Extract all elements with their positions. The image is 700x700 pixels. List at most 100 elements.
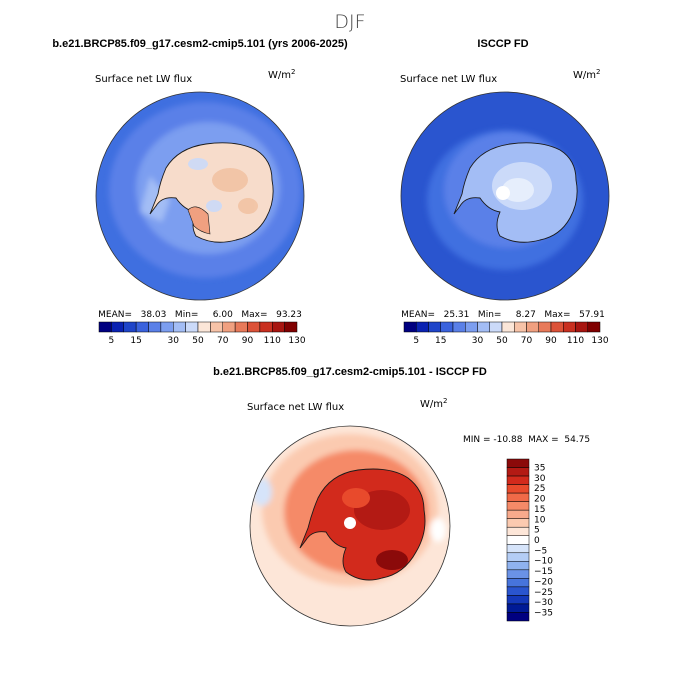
colorbar-tick-label: −15 [534,567,553,577]
colorbar-swatch [506,586,530,596]
colorbar-swatch [506,467,530,477]
colorbar-tick-label: 110 [264,336,281,346]
colorbar-swatch [98,321,112,333]
colorbar-swatch [514,321,527,333]
colorbar-swatch [506,569,530,579]
colorbar-swatch [123,321,137,333]
diff-border [249,425,451,627]
colorbar-tick-label: 50 [192,336,204,346]
panel1-map [96,92,304,300]
colorbar-swatch [465,321,478,333]
panel2-units-exp: 2 [596,68,600,76]
colorbar-swatch [550,321,564,333]
colorbar-swatch [563,321,576,333]
colorbar-swatch [247,321,261,333]
colorbar-swatch [489,321,503,333]
colorbar-swatch [506,484,530,494]
colorbar-swatch [259,321,273,333]
colorbar-tick-label: 5 [413,336,419,346]
colorbar-swatch [506,612,530,622]
colorbar-swatch [452,321,466,333]
colorbar-tick-label: 20 [534,495,546,505]
colorbar-swatch [135,321,149,333]
panel1-units: W/m2 [268,68,295,81]
panel1-heading: b.e21.BRCP85.f09_g17.cesm2-cmip5.101 (yr… [52,38,348,50]
colorbar-tick-label: 5 [109,336,115,346]
colorbar-swatch [403,321,417,333]
panel1-units-exp: 2 [291,68,295,76]
colorbar-tick-label: 30 [534,474,546,484]
pole-hole [344,517,356,529]
colorbar-swatch [222,321,236,333]
panel2-variable: Surface net LW flux [400,74,497,85]
colorbar-tick-label: 90 [242,336,254,346]
interior-hot [376,550,408,570]
colorbar-swatch [506,509,530,519]
colorbar-tick-label: −25 [534,588,553,598]
colorbar-swatch [428,321,441,333]
colorbar-swatch [111,321,124,333]
colorbar-swatch [173,321,186,333]
interior-warm [342,488,370,508]
panel2-units: W/m2 [573,68,600,81]
diff-map [250,426,450,626]
panel2-colorbar: 5 15 30 50 70 90 110 130 [403,321,609,346]
colorbar-swatch [506,544,530,554]
panel1-stats: MEAN= 38.03 Min= 6.00 Max= 93.23 [98,310,302,320]
panel2-units-base: W/m [573,70,596,81]
colorbar-swatch [506,603,530,613]
diff-heading: b.e21.BRCP85.f09_g17.cesm2-cmip5.101 - I… [213,366,487,378]
diff-units-base: W/m [420,399,443,410]
colorbar-swatch [506,518,530,528]
peninsula-band [140,176,170,222]
colorbar-swatch [185,321,199,333]
colorbar-tick-label: 70 [521,336,533,346]
ross-ice [187,206,211,235]
colorbar-swatch [506,526,530,536]
colorbar-swatch [272,321,285,333]
colorbar-swatch [506,561,530,571]
colorbar-swatch [506,492,530,502]
colorbar-tick-label: 10 [534,515,546,525]
colorbar-swatch [506,595,530,605]
colorbar-swatch [587,321,601,333]
white-patch [252,478,272,506]
panel2-heading: ISCCP FD [477,38,528,50]
colorbar-swatch [440,321,454,333]
diff-units-exp: 2 [443,397,447,405]
colorbar-tick-label: 35 [534,464,545,474]
colorbar-tick-label: 50 [496,336,508,346]
colorbar-tick-label: −20 [534,577,553,587]
colorbar-tick-label: −10 [534,557,553,567]
diff-units: W/m2 [420,397,447,410]
colorbar-tick-label: 0 [534,536,540,546]
colorbar-swatch [501,321,515,333]
colorbar-swatch [197,321,211,333]
colorbar-swatch [506,475,530,485]
colorbar-swatch [575,321,588,333]
panel1-border [95,91,305,301]
pole-hole [496,186,510,200]
colorbar-swatch [477,321,490,333]
colorbar-swatch [148,321,162,333]
colorbar-tick-label: 130 [591,336,608,346]
panel2-stats: MEAN= 25.31 Min= 8.27 Max= 57.91 [401,310,605,320]
colorbar-tick-label: 25 [534,484,545,494]
colorbar-swatch [234,321,248,333]
colorbar-tick-label: 15 [435,336,446,346]
colorbar-swatch [506,552,530,562]
colorbar-swatch [160,321,174,333]
panel2-border [400,91,610,301]
season-title: DJF [334,11,365,33]
diff-minmax: MIN = -10.88 MAX = 54.75 [463,435,590,445]
colorbar-swatch [526,321,539,333]
colorbar-tick-label: −35 [534,608,553,618]
colorbar-swatch [210,321,223,333]
colorbar-tick-label: 70 [217,336,229,346]
colorbar-tick-label: 15 [130,336,141,346]
colorbar-tick-label: 15 [534,505,545,515]
panel1-colorbar: 5 15 30 50 70 90 110 130 [98,321,306,346]
colorbar-tick-label: 130 [288,336,305,346]
